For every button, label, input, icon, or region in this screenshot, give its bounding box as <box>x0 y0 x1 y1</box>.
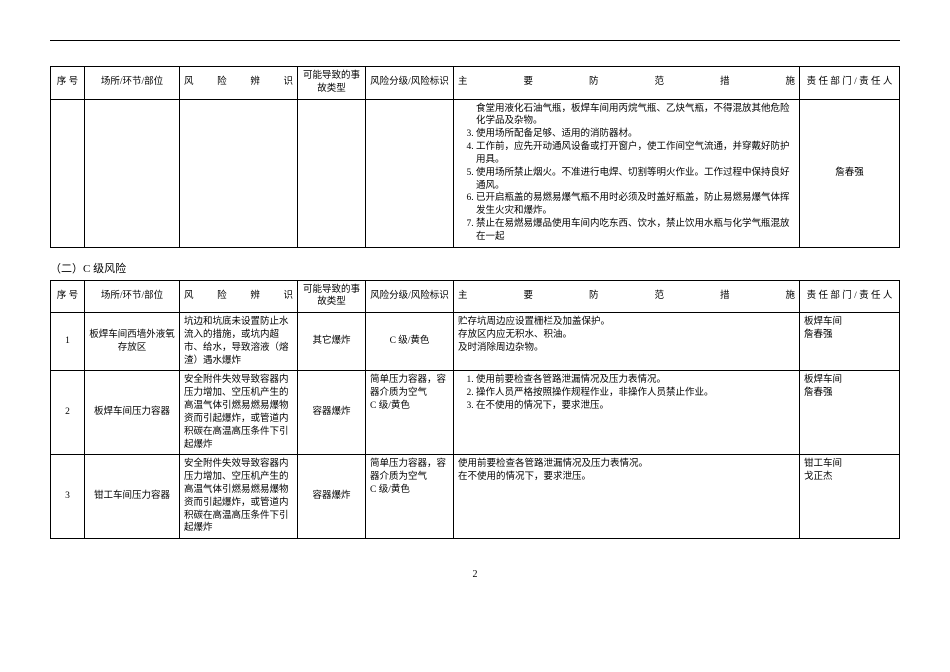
cell-risk: 坑边和坑底未设置防止水流入的措施，或坑内超市、给水，导致溶液（熔渣）遇水爆炸 <box>180 313 298 371</box>
cell-measure: 使用前要检查各管路泄漏情况及压力表情况。 在不使用的情况下，要求泄压。 <box>454 455 800 539</box>
measure-item: 已开启瓶盖的易燃易爆气瓶不用时必须及时盖好瓶盖，防止易燃易爆气体挥发生火灾和爆炸… <box>476 192 795 218</box>
cell-place: 钳工车间压力容器 <box>85 455 180 539</box>
cell-level: 简单压力容器，容器介质为空气 C 级/黄色 <box>366 455 454 539</box>
measure-item: 工作前，应先开动通风设备或打开窗户，使工作间空气流通，并穿戴好防护用具。 <box>476 141 795 167</box>
cell-accident: 容器爆炸 <box>298 455 366 539</box>
th-level: 风险分级/风险标识 <box>366 67 454 100</box>
measure-item: 使用前要检查各管路泄漏情况及压力表情况。 <box>476 374 795 387</box>
cell-resp: 板焊车间 詹春强 <box>800 313 900 371</box>
cell-seq: 3 <box>51 455 85 539</box>
table-row: 3 钳工车间压力容器 安全附件失效导致容器内压力增加、空压机产生的高温气体引燃易… <box>51 455 900 539</box>
risk-table-1: 序 号 场所/环节/部位 风 险 辨 识 可能导致的事故类型 风险分级/风险标识… <box>50 66 900 248</box>
th-place: 场所/环节/部位 <box>85 280 180 313</box>
cell-accident: 其它爆炸 <box>298 313 366 371</box>
table-header-row: 序 号 场所/环节/部位 风 险 辨 识 可能导致的事故类型 风险分级/风险标识… <box>51 280 900 313</box>
th-place: 场所/环节/部位 <box>85 67 180 100</box>
cell-level: C 级/黄色 <box>366 313 454 371</box>
table-row: 2 板焊车间压力容器 安全附件失效导致容器内压力增加、空压机产生的高温气体引燃易… <box>51 371 900 455</box>
cell-measure: 使用前要检查各管路泄漏情况及压力表情况。 操作人员严格按照操作规程作业，非操作人… <box>454 371 800 455</box>
table-row: 1 板焊车间西墙外液氧存放区 坑边和坑底未设置防止水流入的措施，或坑内超市、给水… <box>51 313 900 371</box>
th-seq: 序 号 <box>51 67 85 100</box>
table-header-row: 序 号 场所/环节/部位 风 险 辨 识 可能导致的事故类型 风险分级/风险标识… <box>51 67 900 100</box>
section-2-title: （二）C 级风险 <box>50 260 900 276</box>
th-resp: 责 任 部 门 / 责 任 人 <box>800 67 900 100</box>
cell-place: 板焊车间西墙外液氧存放区 <box>85 313 180 371</box>
cell-place <box>85 99 180 247</box>
th-level: 风险分级/风险标识 <box>366 280 454 313</box>
measure-item: 禁止在易燃易爆品使用车间内吃东西、饮水，禁止饮用水瓶与化学气瓶混放在一起 <box>476 218 795 244</box>
measure-ol: 使用场所配备足够、适用的消防器材。 工作前，应先开动通风设备或打开窗户，使工作间… <box>458 128 795 243</box>
th-accident: 可能导致的事故类型 <box>298 280 366 313</box>
cell-accident <box>298 99 366 247</box>
cell-level <box>366 99 454 247</box>
cell-resp: 钳工车间 戈正杰 <box>800 455 900 539</box>
th-risk: 风 险 辨 识 <box>180 67 298 100</box>
cell-place: 板焊车间压力容器 <box>85 371 180 455</box>
th-seq: 序 号 <box>51 280 85 313</box>
cell-resp: 詹春强 <box>800 99 900 247</box>
page-number: 2 <box>50 569 900 580</box>
cell-level: 简单压力容器，容器介质为空气 C 级/黄色 <box>366 371 454 455</box>
cell-risk: 安全附件失效导致容器内压力增加、空压机产生的高温气体引燃易燃易爆物资而引起爆炸，… <box>180 371 298 455</box>
cell-risk <box>180 99 298 247</box>
cell-accident: 容器爆炸 <box>298 371 366 455</box>
measure-item: 使用场所禁止烟火。不准进行电焊、切割等明火作业。工作过程中保持良好通风。 <box>476 167 795 193</box>
th-resp: 责 任 部 门 / 责 任 人 <box>800 280 900 313</box>
th-risk: 风 险 辨 识 <box>180 280 298 313</box>
measure-item: 操作人员严格按照操作规程作业，非操作人员禁止作业。 <box>476 387 795 400</box>
cell-measure: 贮存坑周边应设置栅栏及加盖保护。 存放区内应无积水、积油。 及时消除周边杂物。 <box>454 313 800 371</box>
th-accident: 可能导致的事故类型 <box>298 67 366 100</box>
risk-table-2: 序 号 场所/环节/部位 风 险 辨 识 可能导致的事故类型 风险分级/风险标识… <box>50 280 900 540</box>
header-rule <box>50 40 900 41</box>
cell-risk: 安全附件失效导致容器内压力增加、空压机产生的高温气体引燃易燃易爆物资而引起爆炸，… <box>180 455 298 539</box>
measure-item: 使用场所配备足够、适用的消防器材。 <box>476 128 795 141</box>
table-row: 食堂用液化石油气瓶，板焊车间用丙烷气瓶、乙炔气瓶，不得混放其他危险化学品及杂物。… <box>51 99 900 247</box>
th-measure: 主 要 防 范 措 施 <box>454 280 800 313</box>
th-measure: 主 要 防 范 措 施 <box>454 67 800 100</box>
cell-resp: 板焊车间 詹春强 <box>800 371 900 455</box>
measure-item: 在不使用的情况下，要求泄压。 <box>476 400 795 413</box>
cell-measure: 食堂用液化石油气瓶，板焊车间用丙烷气瓶、乙炔气瓶，不得混放其他危险化学品及杂物。… <box>454 99 800 247</box>
cell-seq: 1 <box>51 313 85 371</box>
measure-prefix: 食堂用液化石油气瓶，板焊车间用丙烷气瓶、乙炔气瓶，不得混放其他危险化学品及杂物。 <box>458 103 795 129</box>
measure-ol: 使用前要检查各管路泄漏情况及压力表情况。 操作人员严格按照操作规程作业，非操作人… <box>458 374 795 412</box>
cell-seq <box>51 99 85 247</box>
cell-seq: 2 <box>51 371 85 455</box>
